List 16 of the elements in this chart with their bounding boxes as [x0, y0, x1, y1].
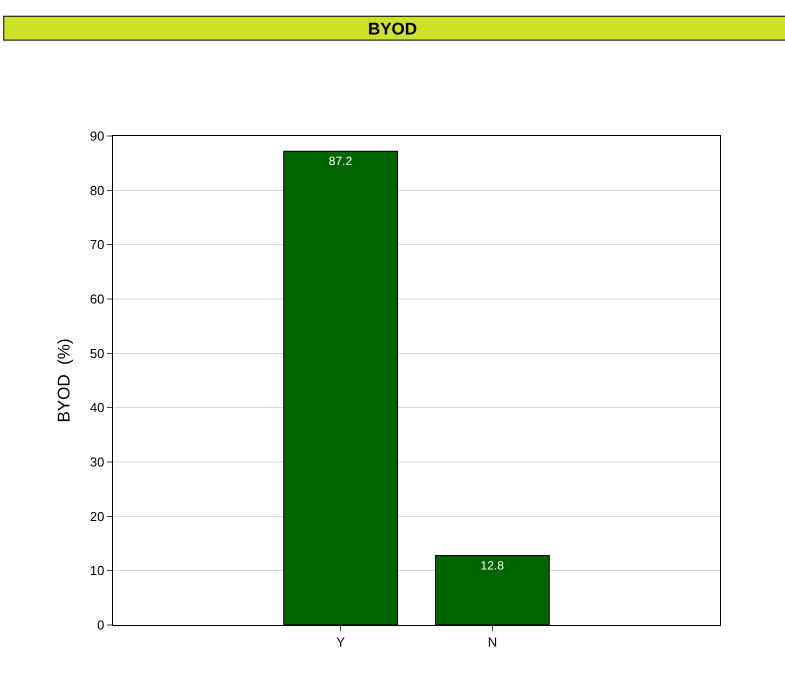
data-label: 87.2: [328, 154, 352, 168]
y-tick-label: 20: [90, 508, 104, 524]
chart-title: BYOD: [368, 20, 418, 39]
y-axis-title: BYOD (%): [54, 338, 74, 423]
y-tick-label: 90: [90, 128, 104, 144]
y-tick-label: 30: [90, 454, 104, 470]
y-tick-label: 0: [97, 618, 104, 633]
y-tick-label: 70: [90, 237, 104, 252]
y-tick-label: 80: [90, 182, 104, 198]
y-tick-label: 50: [90, 346, 104, 361]
y-tick-label: 60: [90, 292, 104, 307]
data-label: 12.8: [480, 558, 504, 572]
y-tick-label: 40: [90, 400, 104, 416]
y-tick-label: 10: [90, 563, 104, 578]
x-tick-label: N: [488, 634, 498, 650]
x-tick-label: Y: [336, 634, 346, 650]
